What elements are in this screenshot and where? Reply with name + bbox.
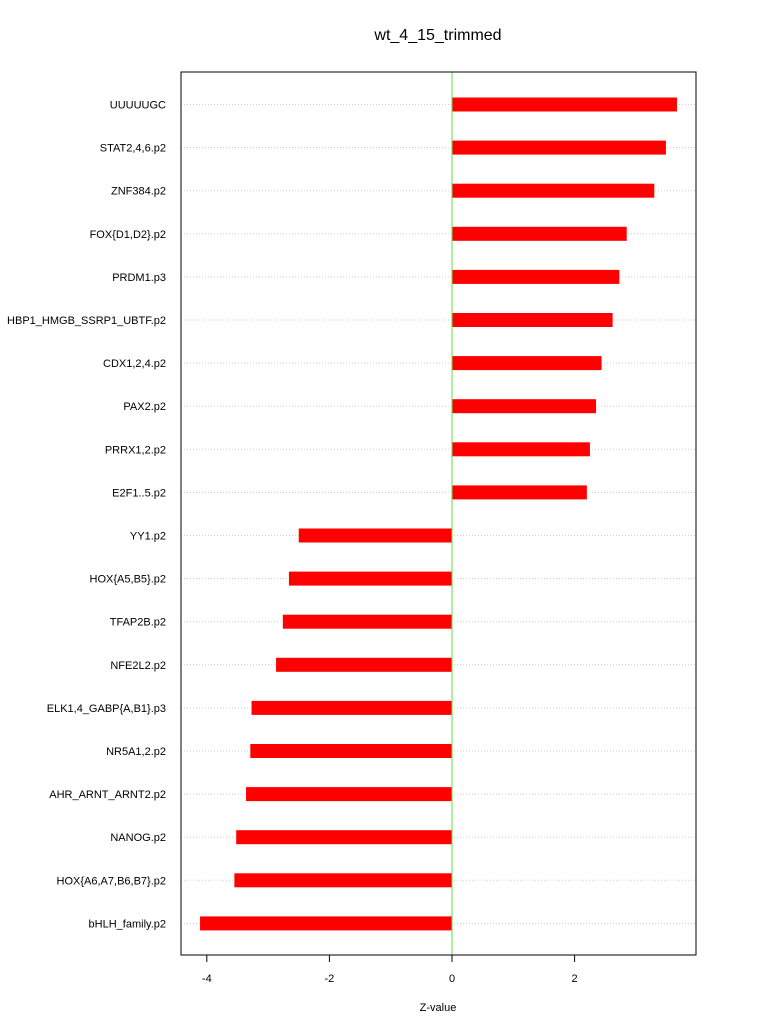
bar [288,571,452,586]
bar [200,916,452,931]
category-label: NANOG.p2 [110,832,166,844]
category-label: CDX1,2,4.p2 [103,358,166,370]
category-label: NR5A1,2.p2 [106,746,166,758]
category-label: HOX{A6,A7,B6,B7}.p2 [57,875,166,887]
category-label: PRDM1.p3 [112,272,166,284]
bar [282,614,452,629]
chart-title: wt_4_15_trimmed [373,27,501,44]
category-label: FOX{D1,D2}.p2 [90,229,166,241]
bar [452,442,590,457]
category-labels: UUUUUGC STAT2,4,6.p2 ZNF384.p2 FOX{D1,D2}.p… [7,100,166,931]
bars [200,97,677,931]
category-label: AHR_ARNT_ARNT2.p2 [49,789,166,801]
x-axis-label: Z-value [420,1002,457,1014]
category-label: bHLH_family.p2 [89,918,166,930]
category-label: PRRX1,2.p2 [105,444,166,456]
category-label: YY1.p2 [130,531,166,543]
bar [452,313,613,327]
x-axis: -4 -2 0 2 [202,954,578,985]
category-label: HBP1_HMGB_SSRP1_UBTF.p2 [7,315,166,327]
bar [452,269,620,284]
category-label: TFAP2B.p2 [110,617,166,629]
category-label: E2F1..5.p2 [112,487,166,499]
category-label: ELK1,4_GABP{A,B1}.p3 [47,703,166,715]
bar [452,226,627,241]
bar [251,700,452,715]
bar [234,873,452,888]
x-tick-label: -4 [202,973,212,985]
category-label: UUUUUGC [110,100,166,112]
bar [452,399,597,414]
bar [452,485,587,500]
plot-frame [180,71,697,956]
bar [452,183,655,198]
category-label: HOX{A5,B5}.p2 [90,574,166,586]
bar [250,744,452,758]
x-tick-label: -2 [325,973,335,985]
category-label: ZNF384.p2 [111,186,166,198]
category-label: STAT2,4,6.p2 [100,143,166,155]
bar [452,140,666,155]
bar [452,356,602,371]
bar [276,657,452,672]
category-label: PAX2.p2 [123,401,166,413]
bar [452,97,677,112]
category-label: NFE2L2.p2 [110,660,166,672]
bar [246,787,452,802]
bar [236,830,452,845]
x-tick-label: 0 [449,973,455,985]
x-tick-label: 2 [572,973,578,985]
bar [298,528,452,543]
